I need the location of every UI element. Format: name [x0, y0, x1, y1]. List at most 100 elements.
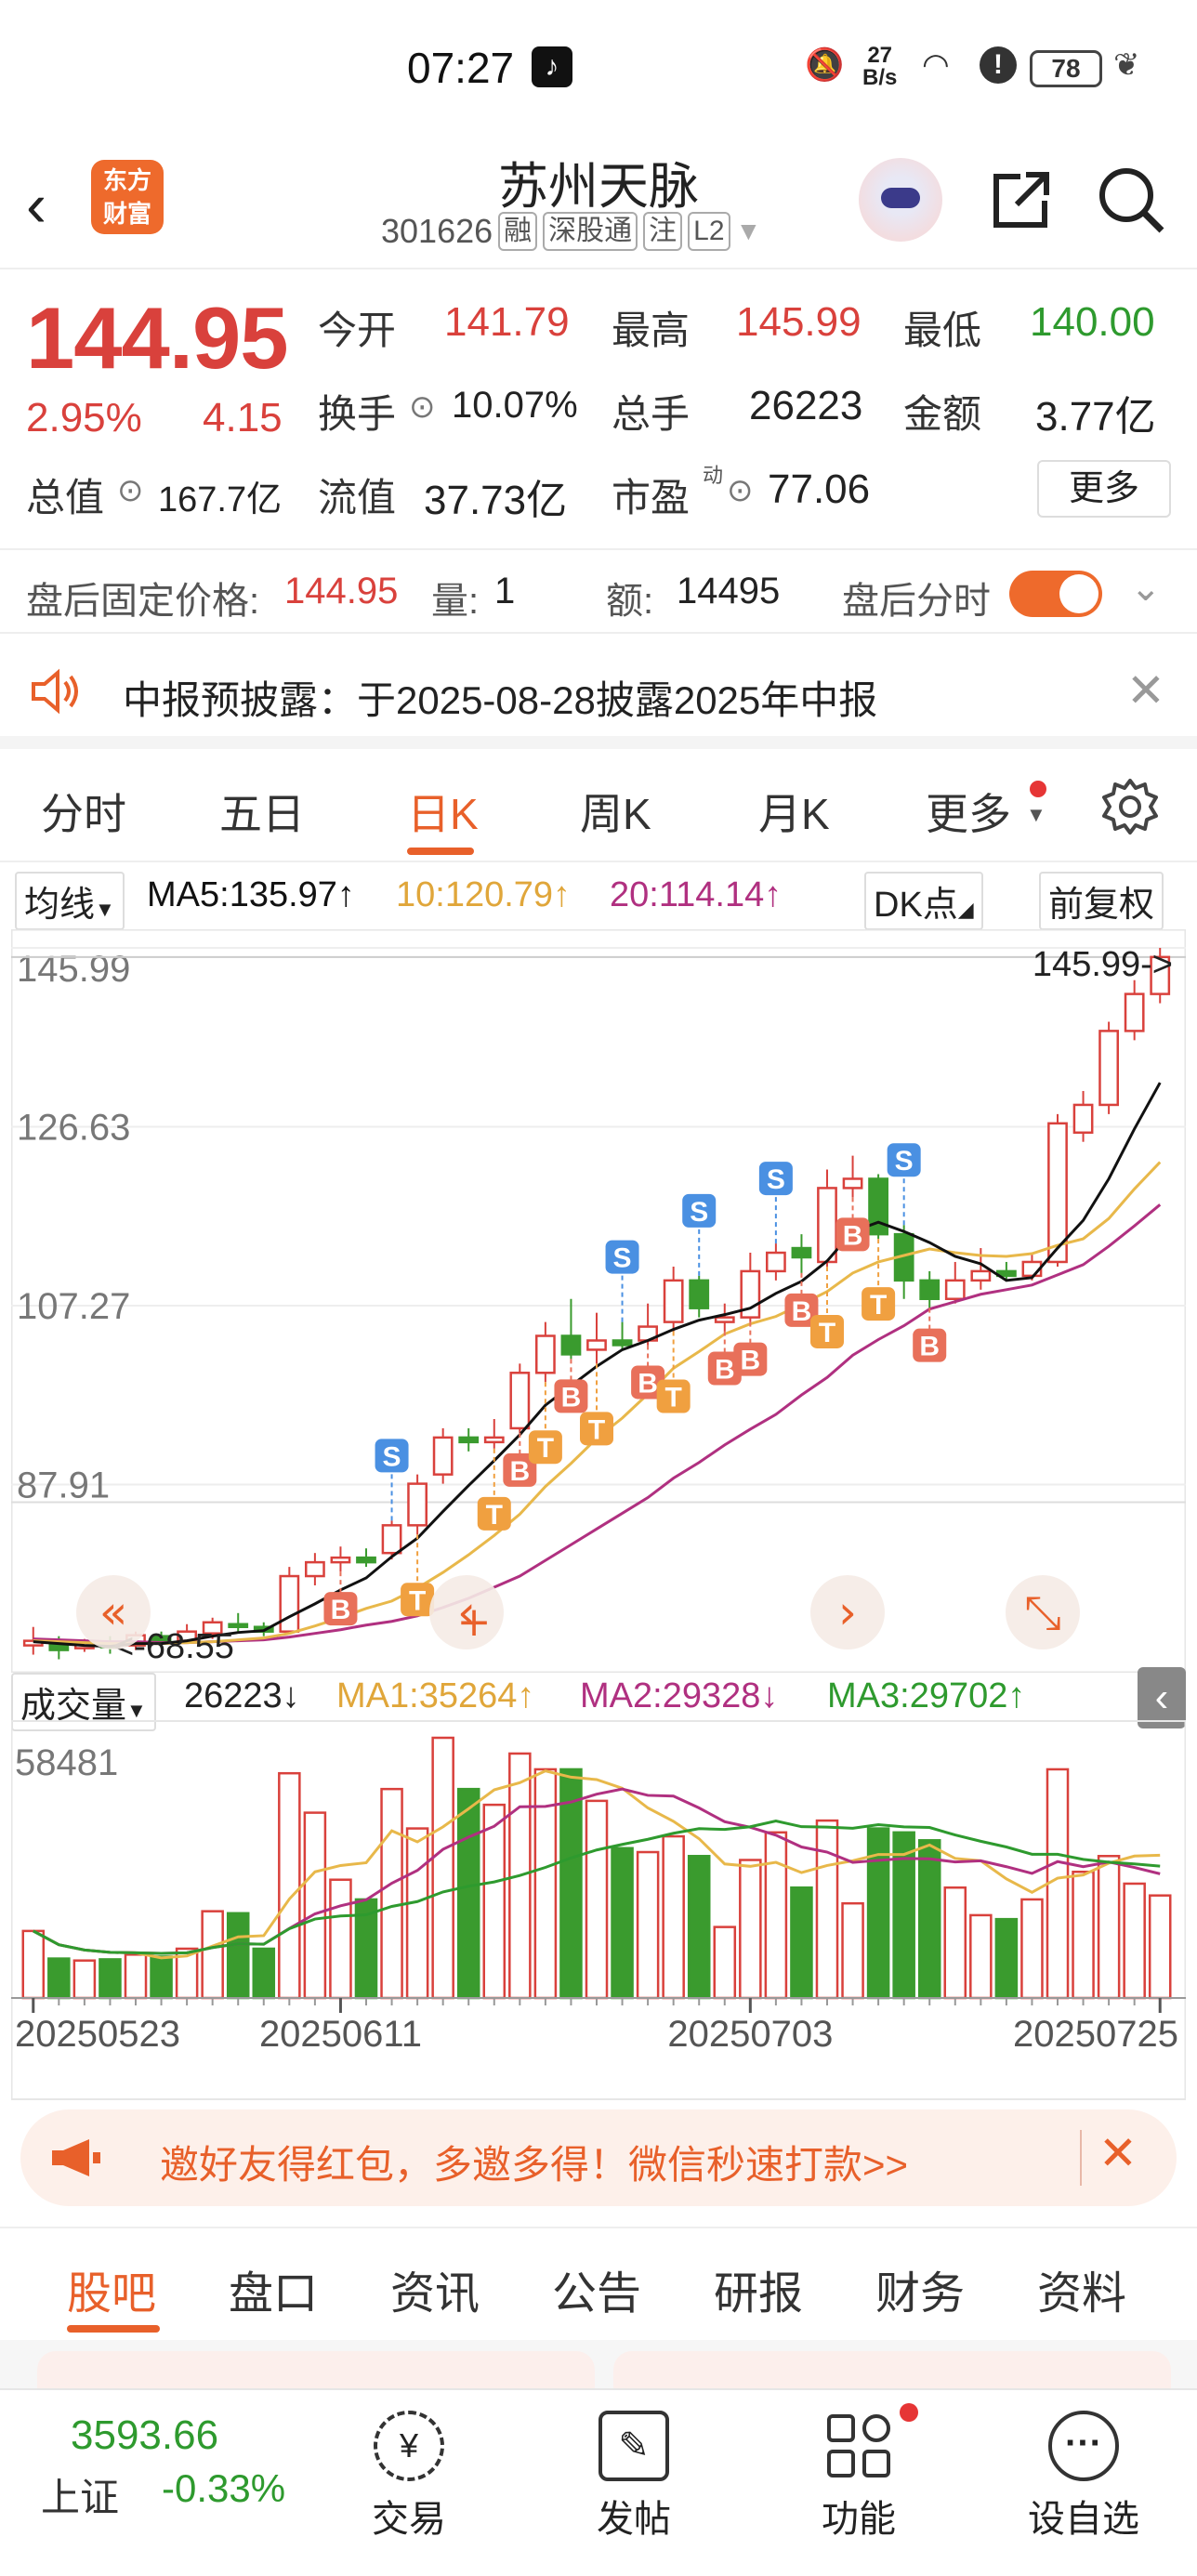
logo-line-2: 财富	[102, 200, 151, 228]
x-tick-label: 20250703	[667, 2014, 833, 2055]
signal-label: B	[919, 1332, 940, 1362]
nav-watchlist[interactable]: ··· 设自选	[1009, 2411, 1158, 2543]
candle-up	[381, 1524, 402, 1555]
volume-bar-down	[226, 1912, 250, 2000]
search-icon[interactable]	[1095, 164, 1169, 238]
tab-daily-k[interactable]: 日K	[407, 790, 479, 838]
ma20-legend: 20:114.14↑	[610, 875, 783, 914]
tab-more[interactable]: 更多	[926, 790, 1011, 838]
volume-bar-up	[662, 1834, 685, 2000]
adjust-select[interactable]: 前复权	[1039, 872, 1164, 930]
dk-point-select[interactable]: DK点◢	[864, 872, 983, 930]
promo-banner[interactable]: 邀好友得红包，多邀多得！微信秒速打款>> ✕	[20, 2109, 1177, 2206]
nav-functions[interactable]: 功能	[784, 2403, 933, 2543]
settings-gear-icon[interactable]	[1100, 777, 1160, 836]
notice-text: 中报预披露：于2025-08-28披露2025年中报	[123, 678, 878, 722]
scroll-right-icon-bg	[810, 1575, 885, 1649]
more-button[interactable]: 更多	[1037, 460, 1171, 518]
candle-up	[1150, 955, 1171, 995]
ma10-line	[33, 1161, 1162, 1646]
collapse-panel-icon[interactable]: ‹	[1138, 1667, 1186, 1728]
speaker-icon-svg	[32, 668, 78, 715]
after-hours-qty-label: 量:	[431, 581, 480, 622]
after-hours-toggle[interactable]	[1009, 571, 1102, 617]
tab-research[interactable]: 研报	[714, 2269, 804, 2319]
megaphone-icon	[48, 2136, 104, 2180]
candle-up	[714, 1316, 735, 1323]
net-speed: 27 B/s	[862, 45, 897, 89]
stock-code-line[interactable]: 301626 融 深股通 注 L2 ▼	[381, 212, 761, 251]
tab-forum[interactable]: 股吧	[67, 2269, 157, 2319]
candle-up	[1124, 992, 1145, 1032]
high-marker-label: 145.99->	[1033, 945, 1173, 984]
volume-bar-down	[252, 1947, 276, 2000]
candle-down	[919, 1279, 940, 1300]
back-icon[interactable]: ‹	[26, 170, 46, 239]
mute-icon: 🔕	[805, 47, 845, 83]
tag-margin: 融	[498, 212, 538, 251]
post-icon: ✎	[598, 2411, 669, 2481]
signal-badge-B	[784, 1293, 819, 1327]
after-hours-qty: 1	[494, 571, 516, 611]
candle-up	[202, 1621, 223, 1635]
tab-weekly-k[interactable]: 周K	[580, 790, 651, 838]
nav-post[interactable]: ✎ 发帖	[559, 2411, 708, 2543]
tab-timeshare[interactable]: 分时	[41, 790, 126, 838]
share-icon[interactable]	[983, 164, 1058, 238]
close-promo-icon[interactable]: ✕	[1098, 2127, 1138, 2179]
promo-divider	[1080, 2130, 1082, 2186]
volume-bar-up	[1097, 1855, 1121, 2000]
signal-label: B	[331, 1595, 351, 1625]
tab-monthly-k[interactable]: 月K	[758, 790, 830, 838]
candle-up	[1072, 1103, 1094, 1135]
content-card-right	[613, 2351, 1171, 2388]
signal-label: B	[740, 1346, 760, 1376]
volume-bar-up	[431, 1736, 454, 2000]
ai-assistant-avatar[interactable]	[859, 158, 942, 242]
stock-header: ‹ 东方 财富 苏州天脉 301626 融 深股通 注 L2 ▼	[0, 139, 1197, 269]
market-cap-value: 167.7亿	[158, 480, 283, 519]
ma5-legend: MA5:135.97↑	[147, 875, 355, 914]
tab-more-dropdown-icon: ▼	[1026, 803, 1046, 826]
volume-bar-down	[917, 1839, 941, 2000]
tab-announcements[interactable]: 公告	[552, 2269, 642, 2319]
amount-value: 3.77亿	[1035, 394, 1156, 440]
market-cap-info-icon[interactable]: ⊙	[117, 473, 144, 508]
search-icon-svg	[1099, 168, 1164, 233]
signal-badge-T	[862, 1287, 896, 1321]
notice-bar[interactable]: 中报预披露：于2025-08-28披露2025年中报 ✕	[0, 636, 1197, 749]
amount-label: 金额	[903, 392, 982, 436]
x-tick-label: 20250611	[259, 2014, 422, 2055]
volume-bar-up	[943, 1886, 967, 2000]
ma-select[interactable]: 均线▼	[15, 872, 125, 930]
signal-badge-B	[835, 1217, 870, 1252]
high-value: 145.99	[736, 299, 862, 345]
tab-finance[interactable]: 财务	[875, 2269, 966, 2319]
turnover-info-icon[interactable]: ⊙	[409, 389, 436, 425]
tab-more-red-dot	[1030, 781, 1046, 797]
content-peek	[0, 2340, 1197, 2388]
pe-info-icon[interactable]: ⊙	[727, 473, 754, 508]
volume-max-label: 58481	[15, 1742, 118, 1783]
candle-down	[791, 1246, 812, 1259]
candle-down	[151, 1635, 172, 1642]
volume-chart[interactable]: 58481 20250523 20250611 20250703 20250725	[11, 1663, 1186, 2100]
volume-bar-up	[1072, 1870, 1095, 2000]
signal-badge-T	[580, 1412, 613, 1446]
volume-bar-up	[815, 1819, 839, 2000]
nav-trade[interactable]: ¥ 交易	[335, 2411, 483, 2543]
low-value: 140.00	[1030, 299, 1155, 345]
x-tick-label: 20250523	[15, 2014, 180, 2055]
index-ticker[interactable]: 3593.66 上证 -0.33%	[19, 2412, 316, 2523]
expand-chevron-icon[interactable]: ⌄	[1130, 568, 1162, 609]
tab-order-book[interactable]: 盘口	[229, 2269, 319, 2319]
tab-five-day[interactable]: 五日	[219, 790, 305, 838]
fullscreen-icon-bg	[1006, 1575, 1080, 1649]
volume-label: 总手	[612, 392, 691, 436]
signal-label: B	[638, 1368, 658, 1399]
close-notice-icon[interactable]: ✕	[1126, 664, 1165, 716]
candle-down	[612, 1339, 633, 1347]
tab-profile[interactable]: 资料	[1037, 2269, 1127, 2319]
tab-news[interactable]: 资讯	[390, 2269, 480, 2319]
